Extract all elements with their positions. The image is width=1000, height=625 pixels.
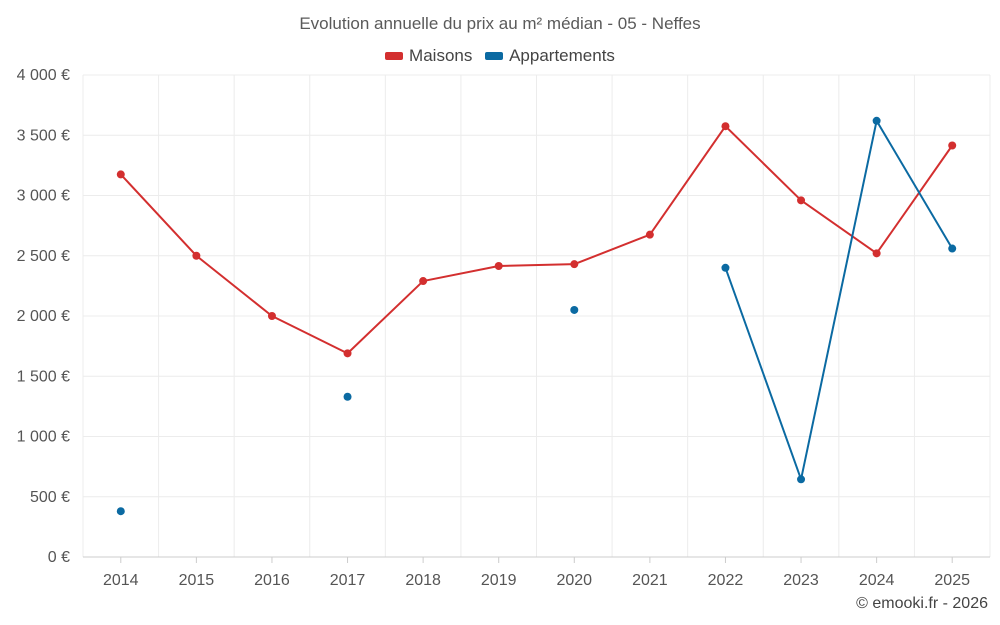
series-line-maisons — [270, 315, 349, 355]
data-point-maisons — [343, 349, 352, 358]
legend-swatch-maisons — [385, 52, 404, 60]
data-point-appartements — [343, 392, 352, 401]
data-point-maisons — [192, 251, 201, 260]
series-line-maisons — [573, 233, 651, 266]
x-tick-label: 2015 — [179, 572, 215, 589]
series-line-appartements — [875, 119, 954, 250]
x-tick-label: 2016 — [254, 572, 290, 589]
chart-legend: Maisons Appartements — [0, 45, 1000, 66]
x-tick-label: 2020 — [556, 572, 592, 589]
data-point-maisons — [419, 277, 428, 286]
legend-item-appartements[interactable]: Appartements — [485, 46, 615, 66]
series-line-maisons — [800, 199, 878, 255]
series-line-maisons — [346, 280, 425, 355]
x-tick-label: 2023 — [783, 572, 819, 589]
y-tick-label: 1 500 € — [17, 368, 70, 385]
series-line-maisons — [195, 254, 273, 317]
series-line-appartements — [724, 266, 803, 481]
series-line-maisons — [497, 263, 576, 267]
legend-label-maisons: Maisons — [409, 46, 473, 65]
y-tick-label: 2 000 € — [17, 308, 70, 325]
x-tick-label: 2014 — [103, 572, 139, 589]
series-line-maisons — [119, 173, 198, 257]
y-tick-label: 4 000 € — [17, 67, 70, 84]
data-point-maisons — [872, 249, 881, 258]
series-line-maisons — [875, 144, 954, 255]
data-point-appartements — [948, 244, 957, 253]
legend-label-appartements: Appartements — [509, 46, 615, 65]
x-tick-label: 2017 — [330, 572, 366, 589]
data-point-appartements — [116, 507, 125, 516]
series-line-maisons — [724, 125, 803, 202]
series-line-maisons — [422, 264, 500, 283]
x-tick-label: 2018 — [405, 572, 441, 589]
y-tick-label: 0 € — [48, 549, 70, 566]
credit-text: © emooki.fr - 2026 — [856, 595, 988, 612]
y-tick-label: 500 € — [30, 489, 70, 506]
legend-swatch-appartements — [485, 52, 504, 60]
legend-item-maisons[interactable]: Maisons — [385, 46, 472, 66]
y-tick-label: 3 000 € — [17, 188, 70, 205]
series-line-appartements — [800, 119, 878, 481]
data-point-appartements — [570, 305, 579, 314]
data-point-maisons — [645, 230, 654, 239]
data-point-appartements — [721, 263, 730, 272]
data-point-appartements — [872, 116, 881, 125]
data-point-appartements — [797, 475, 806, 484]
y-tick-label: 2 500 € — [17, 248, 70, 265]
x-tick-label: 2022 — [708, 572, 744, 589]
chart-title: Evolution annuelle du prix au m² médian … — [299, 14, 701, 33]
x-tick-label: 2024 — [859, 572, 895, 589]
data-point-maisons — [948, 141, 957, 150]
data-point-maisons — [116, 170, 125, 179]
series-line-maisons — [648, 125, 727, 236]
x-tick-label: 2019 — [481, 572, 517, 589]
data-point-maisons — [797, 196, 806, 205]
x-tick-label: 2021 — [632, 572, 668, 589]
y-tick-label: 3 500 € — [17, 127, 70, 144]
data-point-maisons — [721, 122, 730, 131]
data-point-maisons — [570, 260, 579, 269]
y-tick-label: 1 000 € — [17, 429, 70, 446]
data-point-maisons — [494, 261, 503, 270]
data-point-maisons — [267, 312, 276, 320]
x-tick-label: 2025 — [934, 572, 970, 589]
